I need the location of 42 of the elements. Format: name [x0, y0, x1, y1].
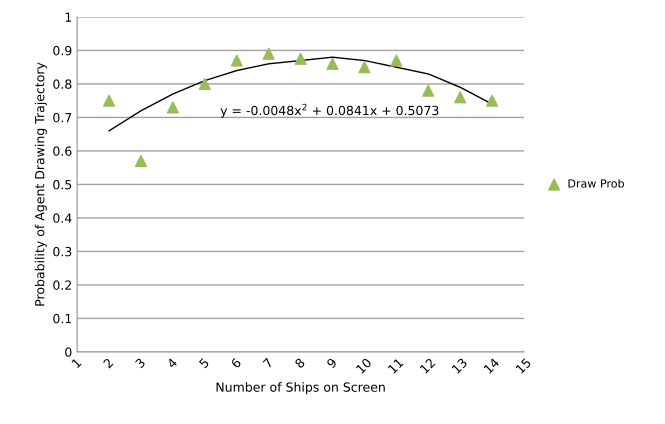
y-tick-label: 0 — [65, 347, 72, 357]
y-tick-label: 0.5 — [53, 180, 72, 190]
x-tick-label: 3 — [134, 358, 146, 369]
point — [262, 48, 275, 60]
x-tick-label: 15 — [515, 358, 532, 374]
x-tick-label: 12 — [419, 358, 436, 374]
x-tick-label: 4 — [166, 358, 178, 369]
y-tick-label: 0.2 — [53, 280, 72, 290]
y-tick-label: 1 — [66, 12, 72, 22]
x-tick-label: 10 — [356, 358, 372, 374]
y-axis-title: Probability of Agent Drawing Trajectory — [34, 62, 47, 306]
x-tick-label: 5 — [198, 358, 210, 369]
y-tick-label: 0.9 — [53, 46, 72, 56]
annotation: y = -0.0048x$^{2}$ + 0.0841x + 0.5073 — [220, 104, 438, 118]
point — [486, 94, 498, 107]
point — [390, 54, 402, 67]
point — [102, 94, 116, 107]
y-tick-label: 0.6 — [53, 146, 72, 156]
point — [166, 101, 179, 114]
point — [422, 84, 434, 97]
x-tick-label: 11 — [388, 358, 404, 374]
y-tick-label: 0.3 — [53, 246, 72, 256]
x-tick-label: 8 — [294, 358, 306, 369]
y-tick-label: 0.4 — [53, 213, 72, 223]
x-tick-label: 6 — [230, 357, 242, 369]
point — [294, 52, 307, 65]
point — [358, 61, 370, 74]
point — [326, 58, 339, 70]
point — [454, 91, 466, 104]
y-tick-label: 0.1 — [53, 314, 72, 324]
x-tick-label: 2 — [102, 358, 114, 368]
x-tick-label: 7 — [262, 358, 274, 368]
point — [230, 54, 243, 67]
x-axis-title: Number of Ships on Screen — [216, 382, 385, 394]
x-tick-label: 14 — [483, 358, 500, 374]
y-tick-label: 0.8 — [53, 79, 72, 89]
point — [198, 78, 211, 90]
legend-label: Draw Prob — [568, 179, 624, 188]
x-tick-label: 13 — [451, 358, 468, 374]
point — [134, 154, 148, 168]
y-tick-label: 0.7 — [53, 112, 72, 122]
x-tick-label: 9 — [326, 358, 338, 369]
